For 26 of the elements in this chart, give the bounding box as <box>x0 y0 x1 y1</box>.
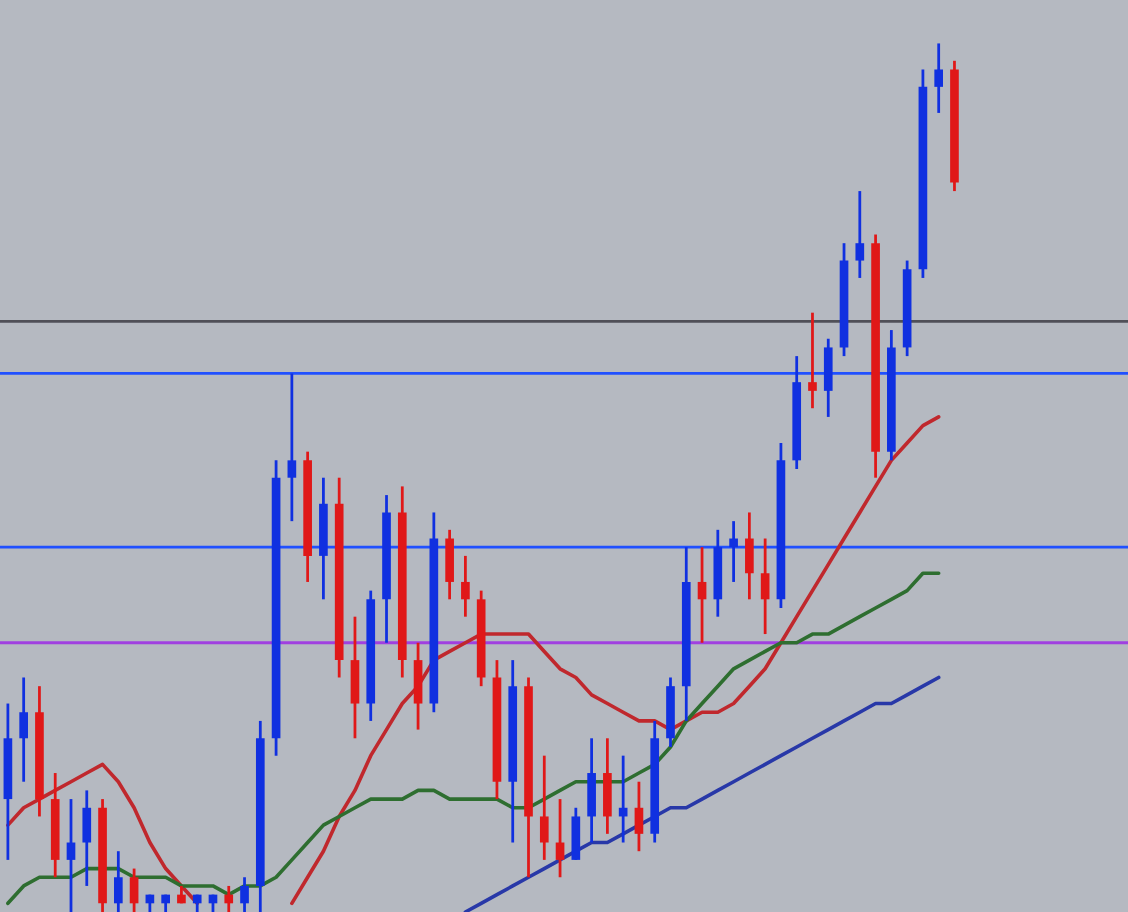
candlestick <box>571 806 581 862</box>
candlestick <box>855 189 865 280</box>
candlestick <box>113 849 123 912</box>
candlestick <box>934 42 944 115</box>
candlestick <box>82 789 92 888</box>
candlestick <box>603 736 612 836</box>
candlestick <box>808 311 817 410</box>
candlestick <box>760 537 770 636</box>
candlestick <box>587 736 596 844</box>
candlestick <box>287 372 297 523</box>
candlestick <box>19 676 28 784</box>
candlestick <box>224 884 234 912</box>
candlestick <box>413 641 423 731</box>
candlestick <box>634 780 644 853</box>
candlestick <box>129 867 139 912</box>
candlestick <box>445 528 454 601</box>
candlestick <box>539 754 549 862</box>
candlestick <box>240 875 249 912</box>
candlestick <box>823 337 833 419</box>
candlestick <box>745 511 754 601</box>
candlestick <box>555 797 565 879</box>
candlestick <box>729 519 738 584</box>
candlestick <box>350 615 360 740</box>
candlestick <box>461 554 470 619</box>
candlestick <box>697 545 707 645</box>
candlestick <box>66 797 76 912</box>
